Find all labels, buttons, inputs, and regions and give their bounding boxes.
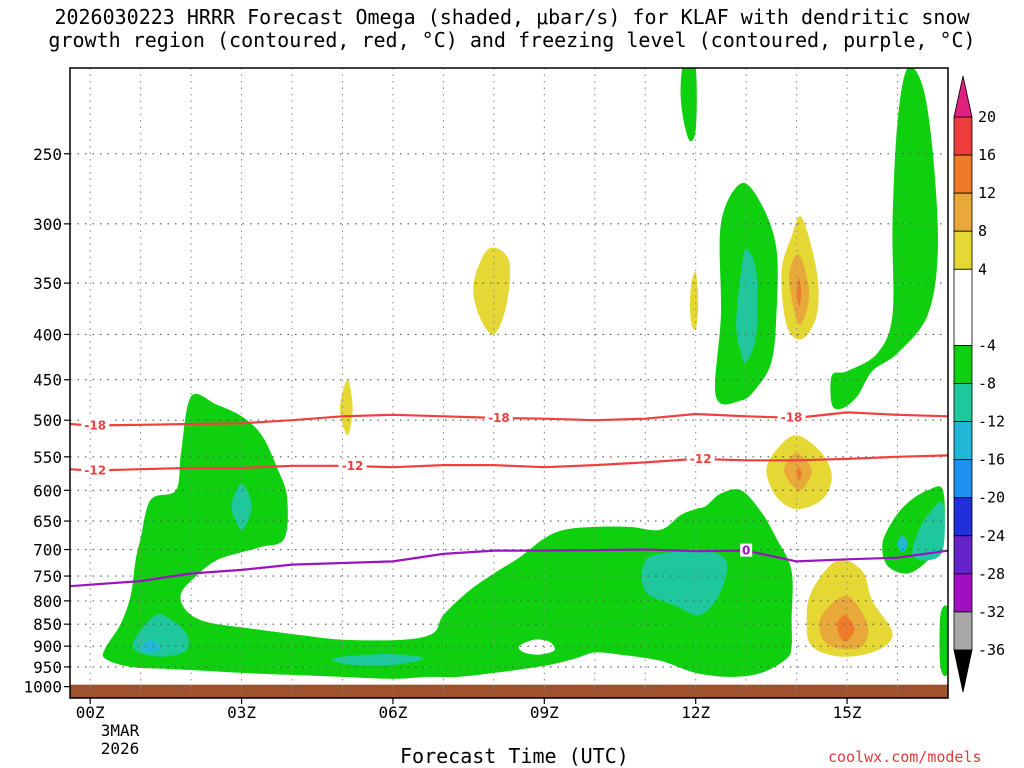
colorbar-band--32-to--28 xyxy=(953,573,973,613)
isotherm-minus-12-label-0: -12 xyxy=(84,463,106,477)
isotherm-minus-18-label-bg-1 xyxy=(484,410,513,424)
colorbar-band-8-to-12 xyxy=(953,192,973,232)
colorbar-label--24: -24 xyxy=(978,527,1005,545)
colorbar-band--36-to--32 xyxy=(953,611,973,651)
ground-strip xyxy=(70,684,948,698)
ytick-label-400: 400 xyxy=(33,325,62,344)
ytick-label-850: 850 xyxy=(33,615,62,634)
ytick-label-1000: 1000 xyxy=(23,678,62,697)
omega-region-teal-upper-12z xyxy=(736,248,758,364)
colorbar-label-12: 12 xyxy=(978,184,996,202)
isotherm-minus-12-line xyxy=(70,454,948,472)
omega-region-red-14z-mid xyxy=(796,467,802,481)
white-hole-09z xyxy=(518,639,555,655)
colorbar-bottom-triangle xyxy=(953,649,973,693)
colorbar-label-16: 16 xyxy=(978,146,996,164)
freezing-level-0-line xyxy=(70,548,948,588)
isotherm-minus-18-label-0: -18 xyxy=(84,418,106,432)
colorbar-top-triangle xyxy=(953,75,973,118)
freezing-level-0-label-bg-0 xyxy=(740,543,753,557)
title-line-1: 2026030223 HRRR Forecast Omega (shaded, … xyxy=(54,5,970,29)
colorbar-band--8-to--4 xyxy=(953,345,973,384)
colorbar-label--20: -20 xyxy=(978,489,1005,507)
chart-title: 2026030223 HRRR Forecast Omega (shaded, … xyxy=(0,6,1024,52)
isotherm-minus-18-label-bg-0 xyxy=(81,418,110,432)
xtick-label-09Z: 09Z xyxy=(530,703,559,722)
ytick-label-250: 250 xyxy=(33,145,62,164)
colorbar-band--12-to--8 xyxy=(953,383,973,422)
colorbar-band-16-to-20 xyxy=(953,116,973,156)
omega-region-yellow-05z xyxy=(340,379,353,436)
isotherm-minus-12-label-bg-2 xyxy=(686,452,715,466)
isotherm-minus-18-label-1: -18 xyxy=(488,411,510,425)
isotherm-minus-18-label-2: -18 xyxy=(781,411,803,425)
isotherm-minus-12-label-1: -12 xyxy=(342,459,364,473)
isotherm-minus-12-label-bg-1 xyxy=(338,459,367,473)
omega-region-teal-right-low xyxy=(912,501,945,561)
colorbar-band--28-to--24 xyxy=(953,535,973,575)
isotherm-minus-18-label-bg-2 xyxy=(777,410,806,424)
xtick-label-15Z: 15Z xyxy=(833,703,862,722)
omega-region-red-14z-upper xyxy=(797,277,802,307)
colorbar-label-20: 20 xyxy=(978,108,996,126)
colorbar-band--20-to--16 xyxy=(953,459,973,499)
ytick-label-550: 550 xyxy=(33,448,62,467)
ytick-label-300: 300 xyxy=(33,215,62,234)
omega-region-green-left-column xyxy=(102,393,793,679)
omega-region-teal-low-mid xyxy=(332,654,424,666)
ytick-label-750: 750 xyxy=(33,567,62,586)
xtick-label-06Z: 06Z xyxy=(378,703,407,722)
title-line-2: growth region (contoured, red, °C) and f… xyxy=(48,28,976,52)
colorbar-label-4: 4 xyxy=(978,260,987,278)
ytick-label-700: 700 xyxy=(33,541,62,560)
xtick-label-12Z: 12Z xyxy=(681,703,710,722)
date-line-2: 2026 xyxy=(101,739,140,758)
colorbar-band--24-to--20 xyxy=(953,497,973,537)
isotherm-minus-12-label-2: -12 xyxy=(690,452,712,466)
credit-link[interactable]: coolwx.com/models xyxy=(828,748,982,766)
xtick-label-03Z: 03Z xyxy=(227,703,256,722)
colorbar-band--16-to--12 xyxy=(953,421,973,461)
colorbar-label--28: -28 xyxy=(978,565,1005,583)
colorbar-label--16: -16 xyxy=(978,451,1005,469)
ytick-label-800: 800 xyxy=(33,592,62,611)
omega-region-yellow-12z-small xyxy=(690,271,699,331)
ytick-label-450: 450 xyxy=(33,371,62,390)
omega-region-cyan-low-left xyxy=(140,639,161,653)
colorbar-label--8: -8 xyxy=(978,375,996,393)
plot-frame xyxy=(69,67,949,699)
omega-region-cyan-right-low xyxy=(897,535,908,553)
colorbar-band-4-to-8 xyxy=(953,230,973,270)
colorbar-label-8: 8 xyxy=(978,222,987,240)
isotherm-minus-12-label-bg-0 xyxy=(81,463,110,477)
omega-region-teal-mid-left xyxy=(231,483,252,530)
colorbar-label--12: -12 xyxy=(978,413,1005,431)
ytick-label-650: 650 xyxy=(33,512,62,531)
omega-region-red-15z-low xyxy=(837,614,855,642)
omega-region-green-top-12z xyxy=(680,68,697,142)
colorbar-label--4: -4 xyxy=(978,336,996,354)
ytick-label-900: 900 xyxy=(33,637,62,656)
ytick-label-350: 350 xyxy=(33,274,62,293)
omega-region-yellow-08z xyxy=(473,247,511,335)
ytick-label-600: 600 xyxy=(33,481,62,500)
colorbar-label--32: -32 xyxy=(978,603,1005,621)
colorbar-band--4-to-4 xyxy=(953,268,973,346)
colorbar-label--36: -36 xyxy=(978,641,1005,659)
date-line-1: 3MAR xyxy=(101,721,140,740)
omega-region-teal-12z xyxy=(641,549,728,616)
omega-region-green-upper-16z xyxy=(830,68,939,410)
ytick-label-950: 950 xyxy=(33,658,62,677)
xtick-label-00Z: 00Z xyxy=(76,703,105,722)
freezing-level-0-label-0: 0 xyxy=(742,544,750,558)
x-axis-label: Forecast Time (UTC) xyxy=(400,744,629,768)
colorbar-band-12-to-16 xyxy=(953,154,973,194)
omega-colorbar: 20 16 12 8 4 -4 -8 -12 -16 -20 -24 -28 -32 -36 xyxy=(953,75,1005,693)
omega-region-green-right-edge xyxy=(939,605,948,677)
ytick-label-500: 500 xyxy=(33,411,62,430)
